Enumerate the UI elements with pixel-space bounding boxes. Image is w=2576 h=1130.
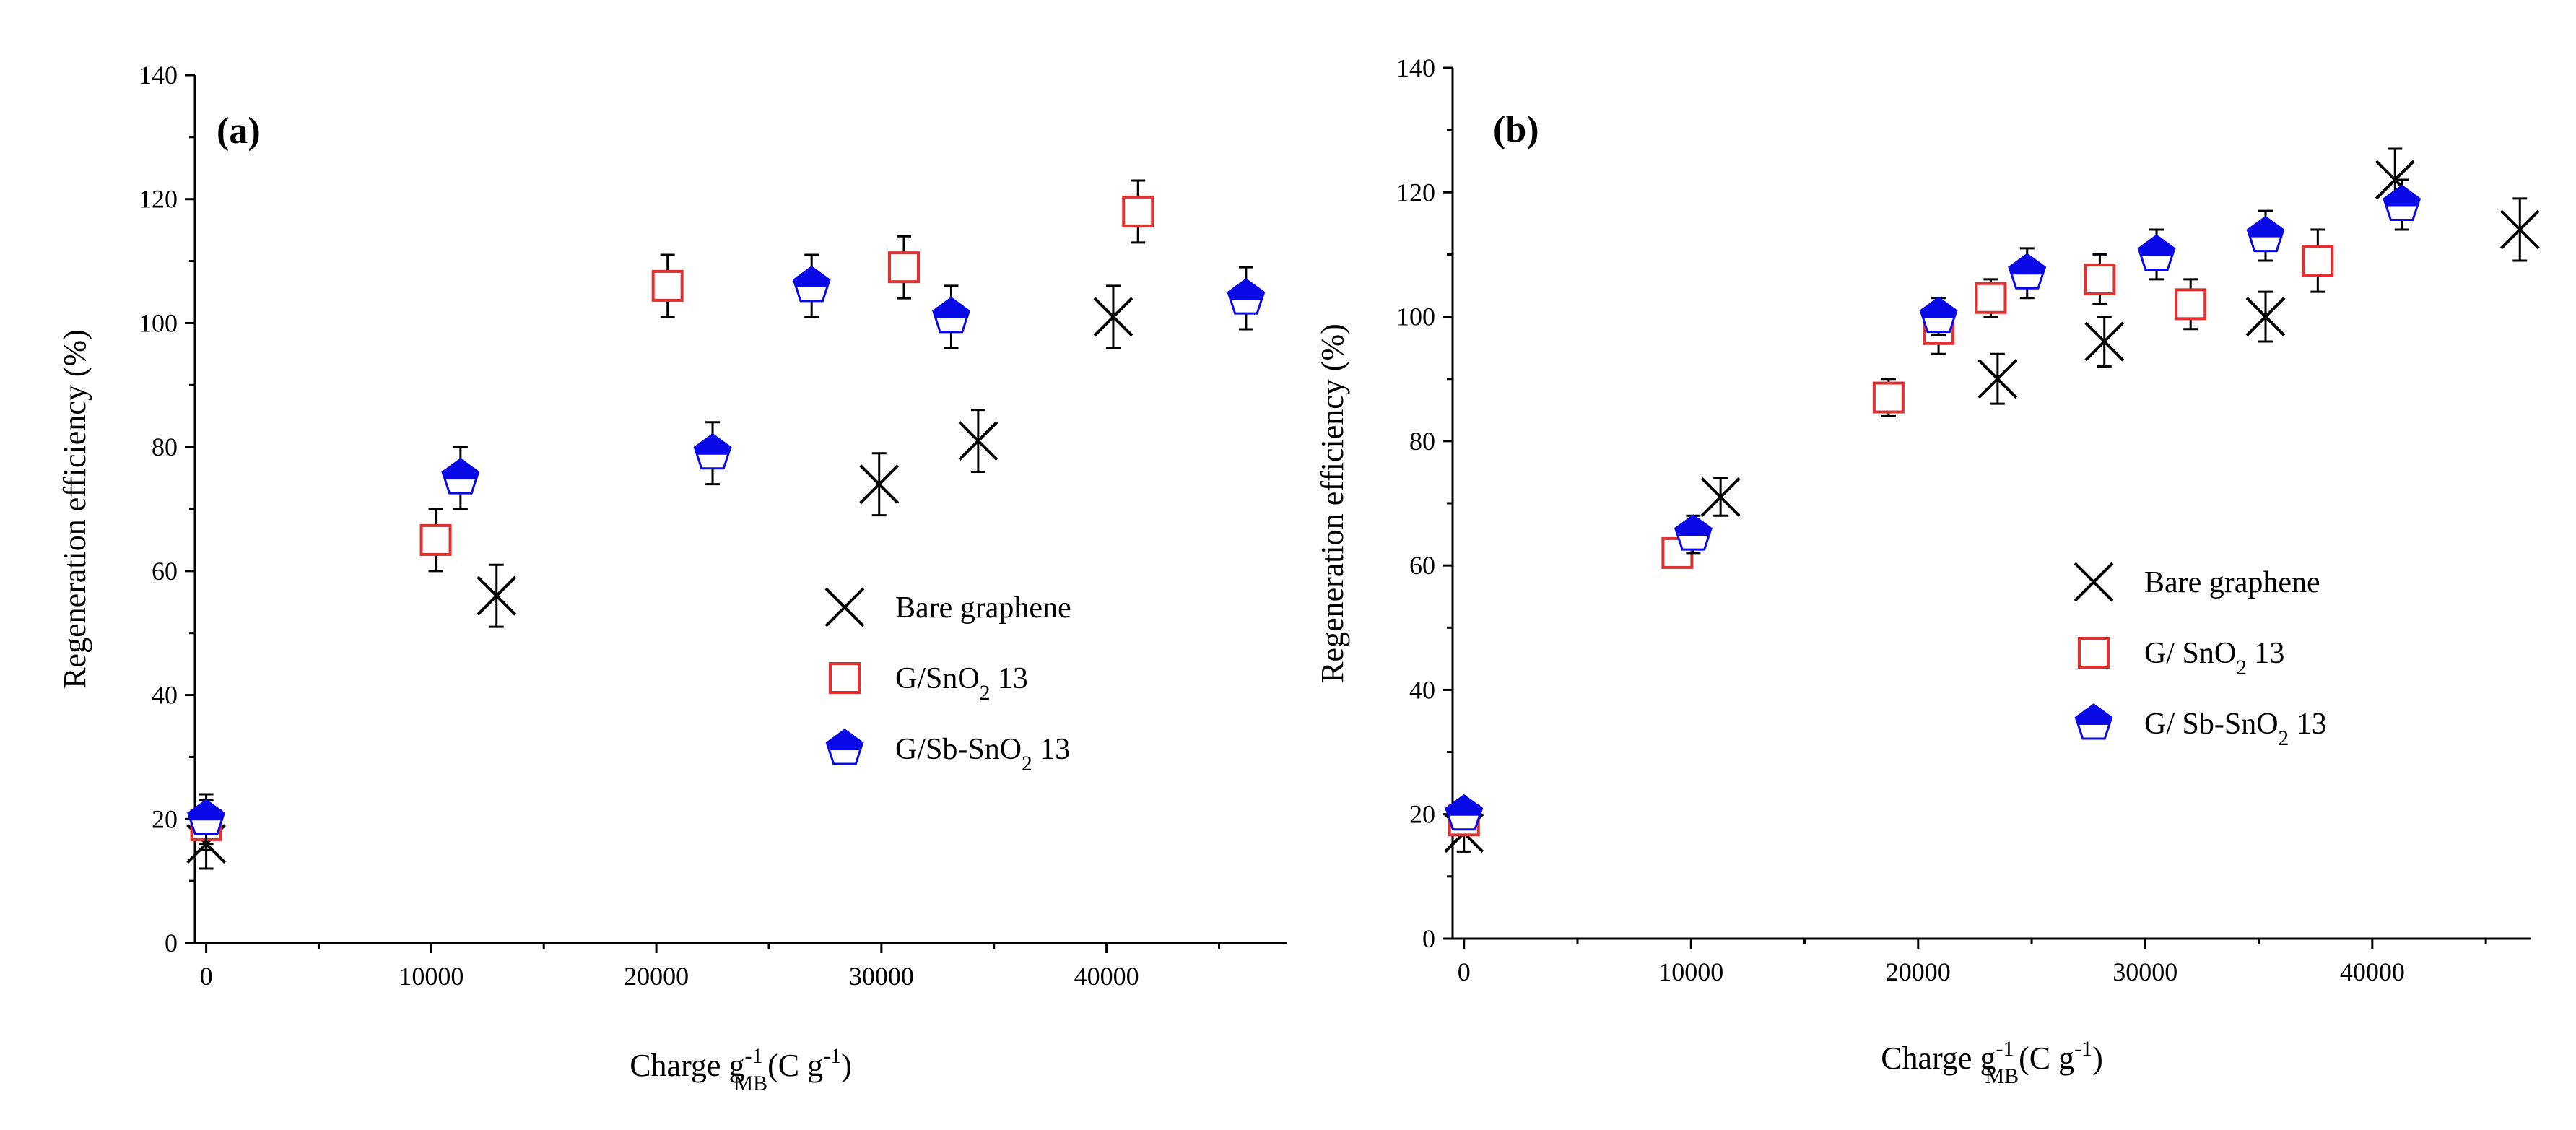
- legend: Bare graphene G/SnO2 13 G/Sb-SnO2 13: [824, 587, 1071, 775]
- x-tick-label: 10000: [1658, 957, 1723, 986]
- legend-marker: [2074, 703, 2113, 740]
- data-point: [1977, 359, 2018, 399]
- data-point: [2084, 321, 2125, 362]
- y-tick-label: 120: [139, 185, 178, 214]
- data-point: [1700, 477, 1741, 517]
- data-point: [958, 421, 998, 461]
- data-point: [2137, 234, 2176, 271]
- panel-label: (a): [217, 110, 261, 152]
- x-tick-label: 0: [1458, 957, 1471, 986]
- y-tick-label: 140: [139, 61, 178, 90]
- data-point: [1445, 794, 1484, 831]
- series-1: [186, 284, 1133, 870]
- data-point: [2084, 263, 2116, 295]
- data-point: [1919, 296, 1958, 334]
- data-point: [1093, 297, 1133, 337]
- y-tick-label: 60: [152, 557, 178, 586]
- y-tick-label: 80: [152, 433, 178, 461]
- data-point: [2383, 184, 2421, 221]
- legend: Bare graphene G/ SnO2 13 G/ Sb-SnO2 13: [2074, 562, 2327, 750]
- data-point: [1122, 195, 1154, 227]
- data-point: [187, 799, 226, 835]
- data-point: [693, 433, 732, 470]
- x-tick-label: 20000: [1886, 957, 1951, 986]
- panel-b: 0 20 40 60 80 100 120 140 0 10000 20000 30000 40000 (…: [1315, 53, 2540, 1088]
- data-point: [792, 266, 831, 303]
- x-tick-label: 40000: [2340, 957, 2405, 986]
- x-tick-label: 30000: [849, 962, 914, 991]
- data-point: [1227, 278, 1266, 315]
- legend-marker: [829, 662, 861, 694]
- legend-label: Bare graphene: [2144, 566, 2320, 599]
- data-point: [888, 251, 921, 284]
- data-point: [2175, 288, 2207, 321]
- y-tick-label: 100: [139, 308, 178, 337]
- legend-marker: [2078, 637, 2110, 669]
- data-point: [2008, 253, 2047, 290]
- panel-label: (b): [1493, 109, 1539, 150]
- data-point: [441, 458, 480, 495]
- data-point: [932, 296, 970, 334]
- y-tick-label: 20: [1409, 800, 1435, 829]
- y-tick-label: 100: [1396, 303, 1435, 331]
- y-axis-title: Regeneration efficiency (%): [57, 329, 92, 689]
- data-point: [1872, 381, 1905, 414]
- data-point: [419, 523, 452, 556]
- y-axis-title: Regeneration efficiency (%): [1315, 323, 1350, 683]
- data-point: [859, 464, 900, 505]
- data-point: [1975, 282, 2007, 314]
- x-tick-label: 0: [200, 962, 213, 991]
- y-tick-label: 120: [1396, 178, 1435, 207]
- data-point: [1674, 514, 1713, 551]
- legend-label: G/Sb-SnO2 13: [895, 733, 1070, 775]
- data-point: [2245, 297, 2286, 336]
- legend-label: G/ SnO2 13: [2144, 637, 2284, 679]
- legend-label: Bare graphene: [895, 591, 1071, 625]
- y-tick-label: 40: [152, 681, 178, 710]
- y-tick-label: 0: [1422, 924, 1435, 953]
- x-tick-label: 40000: [1074, 962, 1139, 991]
- x-axis-title: Charge g-1 MB(C g-1): [1881, 1037, 2103, 1088]
- y-tick-label: 20: [152, 804, 178, 833]
- y-tick-label: 80: [1409, 427, 1435, 456]
- y-tick-label: 0: [165, 929, 178, 957]
- series-3: [187, 253, 1266, 846]
- legend-marker: [824, 587, 865, 627]
- x-tick-label: 20000: [624, 962, 689, 991]
- x-tick-label: 10000: [399, 962, 464, 991]
- x-tick-label: 30000: [2112, 957, 2177, 986]
- data-point: [477, 575, 517, 616]
- x-axis-title: Charge g-1 MB(C g-1): [630, 1044, 852, 1095]
- series-2: [1448, 228, 2334, 837]
- series-1: [1444, 147, 2540, 853]
- data-point: [2246, 215, 2285, 253]
- y-tick-label: 60: [1409, 551, 1435, 580]
- legend-label: G/ Sb-SnO2 13: [2144, 708, 2327, 750]
- data-point: [2499, 209, 2540, 250]
- legend-marker: [2074, 562, 2114, 602]
- series-3: [1445, 178, 2421, 831]
- panel-a: 0 20 40 60 80 100 120 140 0 10000 20000 30000 40000 (…: [57, 61, 1287, 1095]
- y-tick-label: 40: [1409, 675, 1435, 704]
- legend-label: G/SnO2 13: [895, 662, 1028, 705]
- legend-marker: [825, 729, 864, 765]
- data-point: [2302, 245, 2334, 277]
- y-tick-label: 140: [1396, 53, 1435, 82]
- data-point: [651, 269, 684, 302]
